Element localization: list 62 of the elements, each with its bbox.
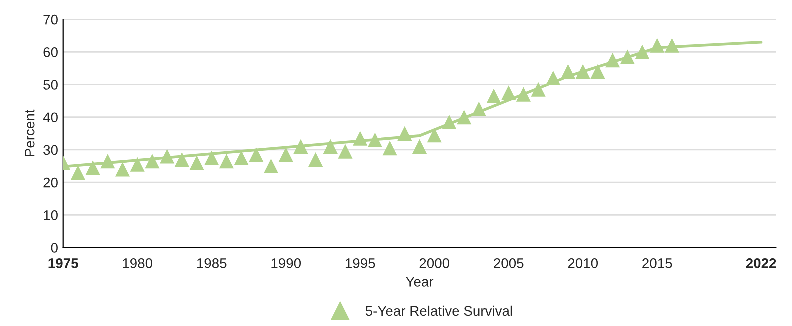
point bbox=[531, 82, 546, 97]
point bbox=[457, 110, 472, 125]
point bbox=[100, 154, 116, 169]
point bbox=[472, 102, 486, 116]
x-tick-label: 2022 bbox=[746, 258, 776, 268]
point bbox=[115, 162, 130, 177]
point bbox=[606, 53, 620, 68]
point bbox=[86, 160, 100, 176]
x-tick-label: 2005 bbox=[494, 258, 524, 268]
point bbox=[174, 152, 190, 168]
x-tick-label: 2000 bbox=[420, 258, 450, 268]
point bbox=[338, 144, 353, 159]
point bbox=[278, 148, 294, 162]
y-tick-label: 40 bbox=[43, 112, 58, 123]
point bbox=[664, 38, 680, 53]
point bbox=[204, 150, 220, 166]
point bbox=[516, 87, 531, 102]
point bbox=[502, 86, 516, 100]
x-tick-label: 1985 bbox=[197, 258, 227, 268]
point bbox=[486, 88, 502, 104]
point bbox=[412, 139, 428, 154]
point bbox=[70, 165, 86, 180]
point bbox=[353, 131, 368, 146]
y-tick-label: 60 bbox=[44, 47, 58, 58]
y-axis-title: Percent bbox=[25, 110, 35, 156]
point bbox=[546, 70, 561, 86]
point bbox=[219, 154, 234, 169]
x-tick-label: 1990 bbox=[272, 258, 302, 268]
point bbox=[160, 149, 175, 164]
x-tick-label: 2015 bbox=[642, 258, 672, 268]
point bbox=[560, 64, 576, 80]
point bbox=[308, 152, 324, 168]
point bbox=[382, 141, 398, 156]
legend-label: 5-Year Relative Survival bbox=[366, 306, 512, 316]
x-axis-title: Year bbox=[406, 277, 434, 287]
point bbox=[264, 158, 279, 174]
point bbox=[650, 38, 665, 53]
point bbox=[190, 156, 204, 170]
point bbox=[427, 128, 442, 143]
point bbox=[294, 139, 308, 154]
point bbox=[398, 126, 412, 141]
y-tick-label: 50 bbox=[44, 80, 58, 90]
point bbox=[130, 157, 145, 172]
y-tick-label: 0 bbox=[51, 243, 58, 253]
y-tick-label: 30 bbox=[44, 145, 58, 156]
y-tick-label: 70 bbox=[44, 14, 58, 25]
point bbox=[442, 114, 457, 130]
point bbox=[576, 64, 590, 80]
point bbox=[368, 132, 382, 148]
y-tick-label: 20 bbox=[44, 178, 58, 188]
x-tick-label: 1975 bbox=[48, 258, 78, 268]
point bbox=[323, 139, 338, 154]
point bbox=[234, 150, 249, 166]
y-tick-label: 10 bbox=[44, 210, 58, 220]
point bbox=[249, 148, 264, 162]
point bbox=[620, 50, 635, 64]
x-tick-label: 2010 bbox=[568, 258, 598, 268]
point bbox=[590, 64, 606, 80]
point bbox=[145, 154, 160, 169]
x-tick-label: 1995 bbox=[346, 258, 376, 268]
x-tick-label: 1980 bbox=[123, 258, 153, 268]
point bbox=[635, 44, 650, 60]
